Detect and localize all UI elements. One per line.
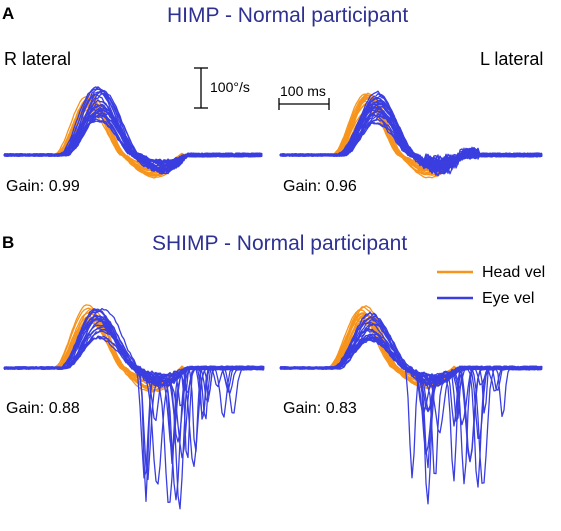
l-lateral-label: L lateral — [480, 49, 543, 69]
traces-panel-b-l-lateral — [279, 305, 543, 505]
gain-a-r-lateral: Gain: 0.99 — [6, 178, 80, 195]
panel-a-title: HIMP - Normal participant — [167, 4, 408, 27]
eye-velocity-trace — [3, 336, 265, 443]
eye-velocity-trace — [279, 337, 543, 455]
eye-velocity-trace — [279, 323, 543, 413]
r-lateral-label: R lateral — [4, 49, 71, 69]
eye-velocity-trace — [279, 323, 543, 505]
eye-velocity-trace — [3, 315, 265, 465]
time-scale-bar: 100 ms — [278, 83, 330, 110]
gain-a-l-lateral: Gain: 0.96 — [283, 178, 357, 195]
time-scale-label: 100 ms — [280, 83, 326, 99]
eye-velocity-trace — [3, 93, 263, 170]
eye-velocity-trace — [279, 314, 543, 440]
traces-panel-a-r-lateral — [3, 86, 263, 179]
head-velocity-trace — [3, 103, 263, 179]
eye-velocity-trace — [279, 312, 543, 412]
gain-b-r-lateral: Gain: 0.88 — [6, 400, 80, 417]
eye-velocity-trace — [279, 112, 543, 167]
velocity-scale-label: 100°/s — [210, 79, 250, 95]
eye-velocity-trace — [3, 113, 263, 171]
head-velocity-trace — [3, 95, 263, 171]
traces-panel-a-l-lateral — [279, 90, 543, 179]
eye-velocity-trace — [3, 325, 265, 479]
eye-velocity-trace — [3, 310, 264, 384]
eye-velocity-trace — [279, 103, 543, 168]
eye-velocity-trace — [279, 113, 543, 167]
velocity-scale-bar: 100°/s — [194, 67, 250, 109]
eye-velocity-trace — [279, 121, 543, 172]
panel-a-letter: A — [2, 4, 14, 23]
eye-velocity-trace — [279, 103, 543, 168]
head-velocity-trace — [3, 322, 265, 382]
eye-velocity-trace — [3, 308, 265, 481]
eye-velocity-trace — [3, 327, 265, 459]
eye-velocity-trace — [3, 309, 265, 459]
panel-b-title: SHIMP - Normal participant — [152, 232, 407, 255]
eye-velocity-trace — [3, 318, 265, 453]
eye-velocity-trace — [3, 315, 265, 468]
head-velocity-trace — [279, 102, 543, 179]
head-velocity-trace — [4, 315, 265, 383]
gain-b-l-lateral: Gain: 0.83 — [283, 400, 357, 417]
eye-velocity-trace — [3, 314, 265, 383]
eye-velocity-trace — [279, 95, 543, 170]
eye-velocity-trace — [3, 111, 263, 167]
legend-eye-label: Eye vel — [482, 290, 534, 307]
eye-velocity-trace — [279, 311, 543, 463]
panel-b-letter: B — [2, 233, 14, 252]
traces-panel-b-r-lateral — [3, 304, 265, 510]
legend-head-label: Head vel — [482, 264, 545, 281]
eye-velocity-trace — [3, 118, 263, 167]
eye-velocity-trace — [279, 113, 543, 167]
head-velocity-trace — [3, 102, 263, 172]
head-velocity-trace — [3, 317, 265, 387]
legend: Head vel Eye vel — [437, 264, 545, 307]
eye-velocity-trace — [3, 330, 265, 452]
head-velocity-trace — [3, 320, 265, 382]
